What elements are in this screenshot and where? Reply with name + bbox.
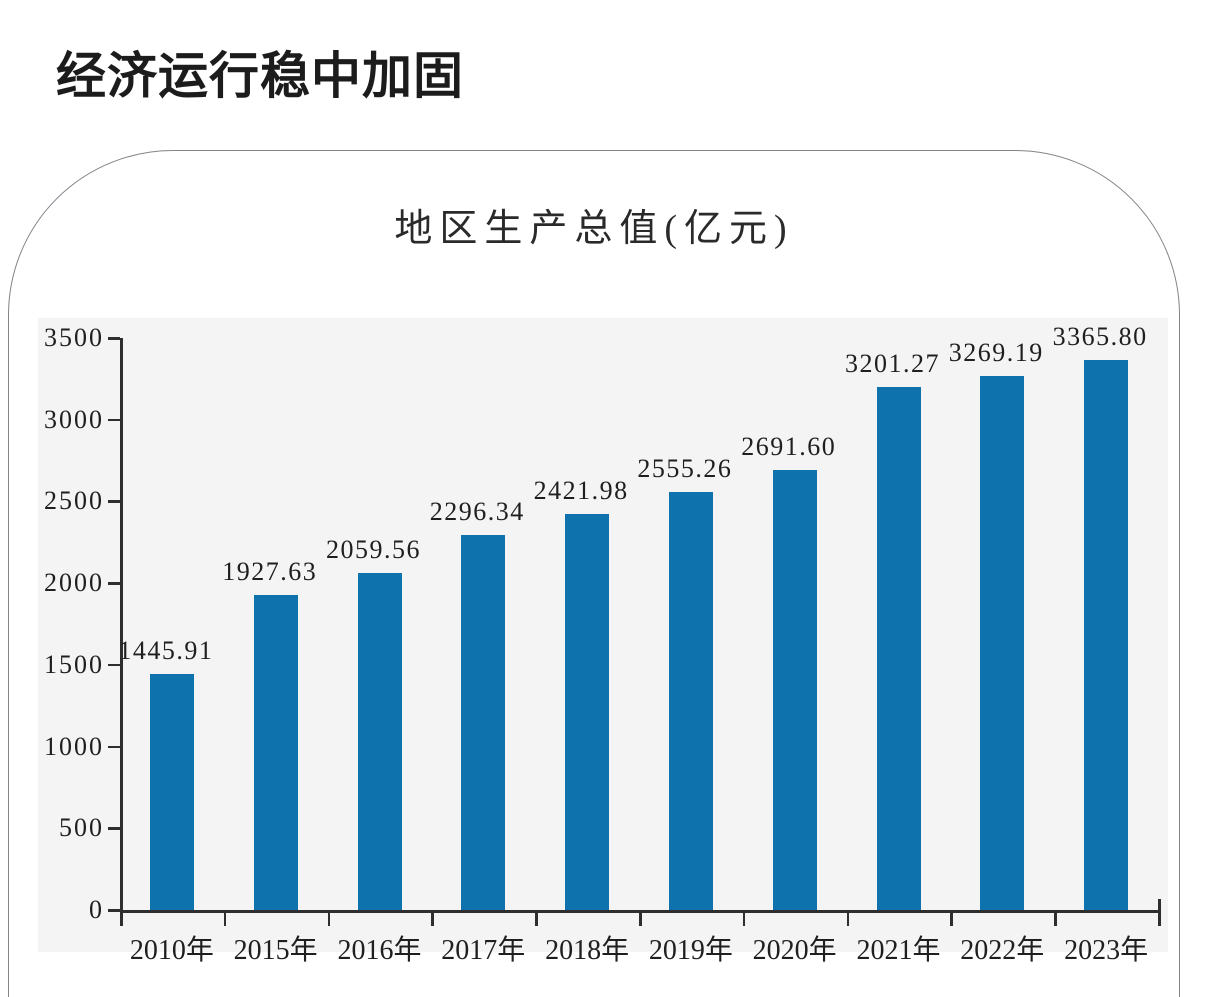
y-tick: [108, 827, 120, 830]
x-axis-line: [120, 910, 1161, 913]
x-tick: [1054, 913, 1057, 926]
y-axis-label: 2000: [44, 568, 104, 598]
y-axis-label: 2500: [44, 486, 104, 516]
x-tick: [950, 913, 953, 926]
bar-2019年: [668, 492, 713, 910]
y-tick: [108, 909, 120, 912]
x-tick: [846, 913, 850, 926]
bar-2010年: [149, 673, 194, 910]
bar-value-label: 1445.91: [118, 635, 214, 665]
x-axis-label: 2021年: [856, 935, 941, 966]
bar-2018年: [565, 514, 610, 910]
y-axis-label: 1000: [44, 731, 104, 761]
bar-value-label: 3365.80: [1052, 321, 1148, 351]
y-tick: [108, 500, 120, 503]
bar-value-label: 2059.56: [326, 535, 421, 565]
x-axis-label: 2016年: [337, 935, 422, 966]
x-axis-label: 2018年: [545, 935, 630, 966]
y-axis-label: 3000: [44, 404, 104, 434]
x-tick: [639, 913, 642, 926]
x-tick: [223, 913, 227, 926]
bar-value-label: 2691.60: [741, 432, 837, 462]
y-axis-label: 500: [59, 813, 104, 843]
x-tick: [535, 913, 538, 926]
bar-2016年: [357, 573, 402, 910]
bar-2017年: [461, 534, 506, 910]
x-tick: [1158, 913, 1161, 926]
bar-value-label: 3269.19: [948, 337, 1044, 367]
x-axis-label: 2022年: [960, 935, 1045, 966]
y-axis-label: 3500: [44, 323, 104, 352]
page-title: 经济运行稳中加固: [56, 48, 464, 104]
bar-value-label: 2296.34: [429, 496, 525, 526]
y-tick: [108, 582, 120, 585]
y-axis-line: [120, 338, 123, 913]
bar-2020年: [772, 470, 817, 910]
bar-2021年: [876, 386, 921, 910]
y-tick: [108, 745, 120, 749]
bar-2015年: [253, 594, 298, 910]
x-axis-label: 2019年: [648, 935, 733, 966]
x-tick: [120, 913, 123, 926]
bar-value-label: 2421.98: [533, 476, 629, 506]
bar-value-label: 1927.63: [222, 556, 318, 586]
x-axis-label: 2015年: [233, 935, 318, 966]
x-axis-label: 2020年: [752, 935, 837, 966]
chart-card: 地区生产总值(亿元) 0 500 1000 1500 2000 2500 3000 3500 1…: [8, 150, 1180, 997]
y-tick: [108, 663, 120, 667]
bar-value-label: 2555.26: [637, 454, 733, 484]
y-tick: [108, 418, 120, 422]
x-tick: [431, 913, 434, 926]
bar-2022年: [980, 375, 1025, 910]
y-axis-label: 0: [89, 895, 104, 924]
bar-value-label: 3201.27: [845, 348, 940, 378]
x-axis-endcap: [1158, 899, 1161, 910]
x-tick: [327, 913, 331, 926]
x-tick: [742, 913, 746, 926]
bar-chart: 0 500 1000 1500 2000 2500 3000 3500 1445.91 2010年…: [38, 318, 1168, 966]
x-axis-label: 2017年: [441, 935, 526, 966]
y-axis-label: 1500: [44, 649, 104, 679]
x-axis-label: 2023年: [1064, 935, 1149, 966]
x-axis-label: 2010年: [129, 935, 214, 966]
bar-2023年: [1084, 359, 1129, 910]
y-tick: [108, 337, 120, 340]
chart-title: 地区生产总值(亿元): [394, 208, 794, 250]
